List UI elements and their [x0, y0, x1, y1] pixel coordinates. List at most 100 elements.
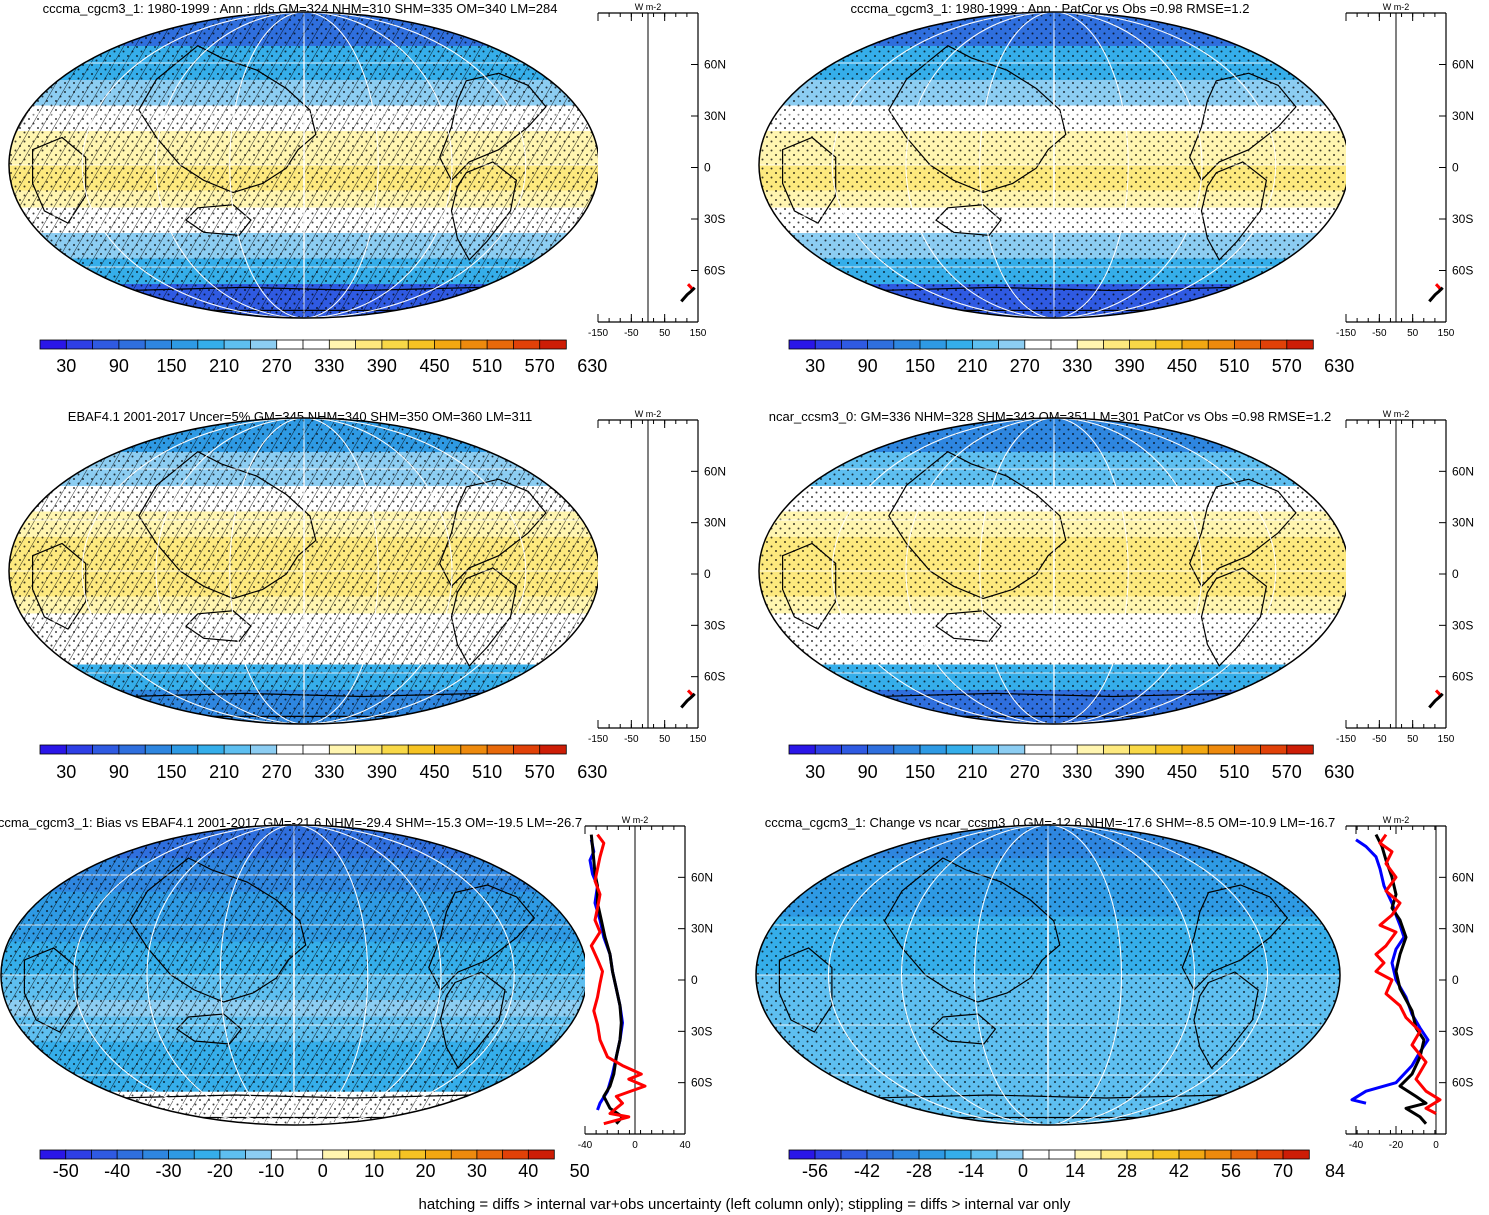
- colorbar-label: 450: [419, 356, 449, 376]
- colorbar-swatch: [945, 339, 974, 350]
- profile-line-black: [680, 286, 696, 303]
- graticule-lon: [155, 418, 453, 724]
- colorbar-swatch: [945, 744, 974, 755]
- profile-ytick-label: 30N: [704, 109, 726, 123]
- colorbar-swatch: [996, 1149, 1024, 1160]
- profile-units: W m-2: [1383, 2, 1410, 12]
- colorbar-swatch: [219, 1149, 247, 1160]
- colorbar-label: 390: [1115, 356, 1145, 376]
- colorbar-swatch: [919, 744, 947, 755]
- colorbar-label: 270: [1010, 356, 1040, 376]
- colorbar-swatch: [118, 339, 146, 350]
- colorbar-swatch: [144, 339, 173, 350]
- profile-line-black: [1428, 692, 1444, 709]
- colorbar-label: 450: [1167, 762, 1197, 782]
- colorbar: 30 90 150 210 270 330 390 450 510 570 630: [39, 339, 607, 376]
- colorbar-swatch: [328, 339, 357, 350]
- colorbar-label: -10: [258, 1161, 284, 1181]
- panel-3: EBAF4.1 2001-2017 Uncer=5% GM=345 NHM=34…: [8, 409, 726, 782]
- colorbar-label: 270: [262, 356, 292, 376]
- colorbar-swatch: [1126, 1149, 1154, 1160]
- panel-grid: cccma_cgcm3_1: 1980-1999 : Ann : rlds GM…: [0, 1, 1474, 1181]
- colorbar-swatch: [1256, 1149, 1284, 1160]
- profile-units: W m-2: [622, 815, 649, 825]
- colorbar-swatch: [1048, 1149, 1076, 1160]
- profile-ytick-label: 30N: [1452, 109, 1474, 123]
- colorbar-label: 56: [1221, 1161, 1241, 1181]
- colorbar-label: 10: [364, 1161, 384, 1181]
- colorbar-swatch: [972, 339, 1000, 350]
- graticule-lon: [81, 418, 527, 724]
- profile-line-red: [1374, 833, 1442, 1115]
- colorbar-swatch: [866, 1149, 894, 1160]
- zonal-profile: -150 -50 50 150 W m-2 60N 30N 0 30S 60S: [1336, 2, 1474, 339]
- colorbar-label: 90: [109, 356, 129, 376]
- colorbar-swatch: [223, 744, 252, 755]
- colorbar-swatch: [1234, 339, 1262, 350]
- profile-ytick-label: 60S: [704, 670, 725, 684]
- zonal-profile: -150 -50 50 150 W m-2 60N 30N 0 30S 60S: [1336, 409, 1474, 745]
- colorbar-swatch: [486, 339, 515, 350]
- profile-line-black: [1428, 286, 1444, 303]
- colorbar-swatch: [1282, 1149, 1310, 1160]
- colorbar-label: 150: [156, 762, 186, 782]
- graticule-lon: [979, 418, 1129, 724]
- profile-xtick-label: 0: [632, 1140, 638, 1151]
- zonal-profile: -40 -20 0 W m-2 60N 30N 0 30S 60S: [1345, 815, 1474, 1151]
- colorbar-label: 28: [1117, 1161, 1137, 1181]
- colorbar-label: 510: [1219, 356, 1249, 376]
- colorbar-label: 450: [419, 762, 449, 782]
- colorbar-swatch: [814, 744, 843, 755]
- colorbar-swatch: [486, 744, 515, 755]
- colorbar-swatch: [893, 339, 921, 350]
- map: [759, 418, 1349, 724]
- colorbar-label: -42: [854, 1161, 880, 1181]
- colorbar-label: 90: [858, 762, 878, 782]
- colorbar: 30 90 150 210 270 330 390 450 510 570 630: [788, 339, 1354, 376]
- colorbar-label: 40: [518, 1161, 538, 1181]
- colorbar-label: 510: [472, 762, 502, 782]
- colorbar-swatch: [1076, 339, 1105, 350]
- colorbar-swatch: [39, 1149, 67, 1160]
- profile-xtick-label: -50: [1372, 328, 1387, 339]
- profile-ytick-label: 60N: [704, 58, 726, 72]
- profile-ytick-label: 30S: [1452, 1024, 1473, 1038]
- map: [759, 12, 1349, 318]
- profile-xtick-label: -50: [624, 734, 639, 745]
- colorbar-swatch: [434, 744, 462, 755]
- colorbar-swatch: [171, 744, 199, 755]
- profile-xtick-label: 0: [1433, 1140, 1439, 1151]
- colorbar-swatch: [460, 339, 488, 350]
- colorbar-swatch: [296, 1149, 324, 1160]
- colorbar-label: 330: [1062, 762, 1092, 782]
- colorbar-label: 390: [367, 356, 397, 376]
- profile-line-black: [1374, 833, 1428, 1125]
- colorbar-label: 570: [525, 762, 555, 782]
- colorbar-swatch: [892, 1149, 920, 1160]
- colorbar-swatch: [450, 1149, 478, 1160]
- panel-6: cccma_cgcm3_1: Change vs ncar_ccsm3_0 GM…: [755, 815, 1474, 1181]
- profile-ytick-label: 60S: [1452, 1076, 1473, 1090]
- colorbar-swatch: [168, 1149, 195, 1160]
- profile-xtick-label: -150: [1336, 734, 1356, 745]
- colorbar-label: 390: [367, 762, 397, 782]
- colorbar-label: 450: [1167, 356, 1197, 376]
- panel-2: cccma_cgcm3_1: 1980-1999 : Ann : PatCor …: [758, 1, 1474, 376]
- colorbar-label: 210: [209, 356, 239, 376]
- colorbar-swatch: [998, 744, 1026, 755]
- colorbar-label: 390: [1115, 762, 1145, 782]
- colorbar-swatch: [245, 1149, 273, 1160]
- colorbar-swatch: [1129, 744, 1157, 755]
- graticule-lon: [73, 825, 515, 1125]
- colorbar-swatch: [276, 744, 304, 755]
- colorbar-swatch: [1155, 744, 1183, 755]
- profile-xtick-label: 150: [690, 328, 707, 339]
- profile-ytick-label: 30N: [704, 516, 726, 530]
- profile-xtick-label: -150: [588, 328, 608, 339]
- colorbar-swatch: [65, 339, 94, 350]
- panel-4: ncar_ccsm3_0: GM=336 NHM=328 SHM=343 OM=…: [758, 409, 1474, 782]
- colorbar-swatch: [347, 1149, 375, 1160]
- map: [9, 12, 599, 318]
- profile-xtick-label: -40: [578, 1140, 593, 1151]
